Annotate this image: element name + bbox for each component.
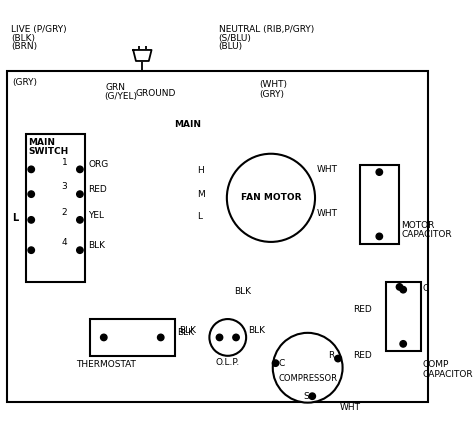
Text: LIVE (P/GRY): LIVE (P/GRY) — [11, 25, 67, 34]
Text: BLK: BLK — [177, 328, 194, 337]
Text: WHT: WHT — [317, 209, 338, 218]
Text: COMP: COMP — [422, 360, 449, 369]
Circle shape — [400, 341, 406, 347]
Circle shape — [28, 191, 35, 197]
Text: WHT: WHT — [317, 165, 338, 174]
Text: NEUTRAL (RIB,P/GRY): NEUTRAL (RIB,P/GRY) — [219, 25, 314, 34]
Text: (BLK): (BLK) — [11, 33, 35, 42]
Bar — [26, 134, 85, 282]
Text: BLK: BLK — [179, 326, 196, 335]
Circle shape — [309, 393, 316, 399]
Circle shape — [273, 360, 279, 366]
Text: L: L — [198, 212, 202, 221]
Text: SWITCH: SWITCH — [28, 147, 69, 156]
Text: (GRY): (GRY) — [12, 77, 37, 86]
Text: GROUND: GROUND — [136, 89, 176, 98]
Text: RED: RED — [354, 305, 373, 315]
Circle shape — [376, 233, 383, 240]
Circle shape — [28, 166, 35, 172]
Circle shape — [210, 319, 246, 356]
Text: RED: RED — [88, 185, 107, 194]
Bar — [90, 319, 174, 356]
Bar — [386, 282, 420, 351]
Text: COMPRESSOR: COMPRESSOR — [278, 374, 337, 383]
Text: (GRY): (GRY) — [259, 89, 284, 98]
Circle shape — [216, 334, 223, 341]
Circle shape — [77, 247, 83, 253]
Text: BLK: BLK — [248, 326, 265, 335]
Circle shape — [77, 191, 83, 197]
Text: 1: 1 — [62, 158, 67, 166]
Circle shape — [28, 247, 35, 253]
Circle shape — [77, 166, 83, 172]
Text: O.L.P.: O.L.P. — [216, 358, 240, 367]
Bar — [360, 165, 399, 244]
Text: 4: 4 — [62, 238, 67, 247]
Circle shape — [400, 286, 406, 293]
Text: GRN: GRN — [106, 83, 126, 92]
Text: WHT: WHT — [340, 403, 361, 412]
Text: (S/BLU): (S/BLU) — [219, 33, 252, 42]
Polygon shape — [133, 50, 152, 61]
Text: C: C — [278, 359, 284, 368]
Text: M: M — [198, 190, 205, 199]
Circle shape — [28, 217, 35, 223]
Text: H: H — [198, 166, 204, 175]
Text: S: S — [303, 392, 309, 401]
Text: MOTOR: MOTOR — [401, 221, 435, 230]
Text: RED: RED — [354, 351, 373, 360]
Bar — [8, 71, 428, 402]
Text: L: L — [12, 213, 18, 223]
Circle shape — [233, 334, 239, 341]
Text: CAPACITOR: CAPACITOR — [422, 370, 473, 379]
Text: MAIN: MAIN — [174, 120, 201, 129]
Text: YEL: YEL — [88, 211, 104, 220]
Text: (BLU): (BLU) — [219, 42, 243, 51]
Circle shape — [376, 169, 383, 175]
Text: (BRN): (BRN) — [11, 42, 37, 51]
Circle shape — [227, 154, 315, 242]
Text: BLK: BLK — [88, 241, 105, 250]
Text: BLK: BLK — [234, 287, 251, 296]
Text: CAPACITOR: CAPACITOR — [401, 230, 452, 239]
Circle shape — [77, 217, 83, 223]
Text: (G/YEL): (G/YEL) — [104, 92, 137, 101]
Text: FAN MOTOR: FAN MOTOR — [241, 193, 301, 202]
Circle shape — [396, 284, 403, 290]
Text: C: C — [422, 284, 428, 293]
Circle shape — [335, 355, 341, 362]
Text: (WHT): (WHT) — [259, 80, 287, 89]
Circle shape — [273, 333, 343, 403]
Circle shape — [157, 334, 164, 341]
Circle shape — [100, 334, 107, 341]
Text: MAIN: MAIN — [28, 138, 55, 147]
Text: THERMOSTAT: THERMOSTAT — [76, 360, 136, 369]
Text: 2: 2 — [62, 208, 67, 217]
Text: 3: 3 — [62, 182, 67, 191]
Text: R: R — [328, 351, 334, 360]
Text: ORG: ORG — [88, 160, 109, 169]
